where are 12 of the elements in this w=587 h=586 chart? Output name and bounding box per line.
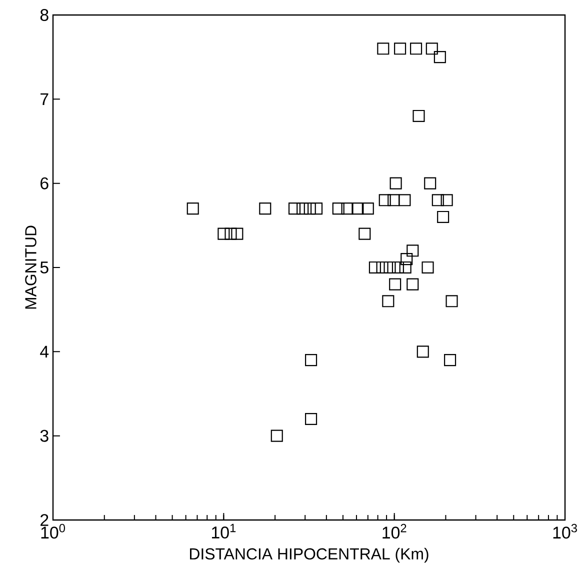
y-tick-label: 4 — [40, 346, 49, 358]
y-tick-label: 3 — [40, 430, 48, 442]
y-tick-label: 5 — [40, 262, 48, 274]
y-tick-label: 6 — [40, 177, 48, 190]
x-tick-label: 10$^{1}$ — [212, 524, 236, 538]
x-tick-label: 10$^{3}$ — [553, 524, 577, 539]
x-axis-title: DISTANCIA HIPOCENTRAL (Km) — [190, 548, 428, 563]
y-axis-title: MAGNITUD — [25, 226, 36, 309]
y-tick-label: 2 — [40, 514, 48, 526]
x-tick-label: 10$^{2}$ — [382, 524, 406, 539]
y-tick-label: 7 — [40, 93, 48, 105]
y-tick-label: 8 — [40, 8, 48, 21]
